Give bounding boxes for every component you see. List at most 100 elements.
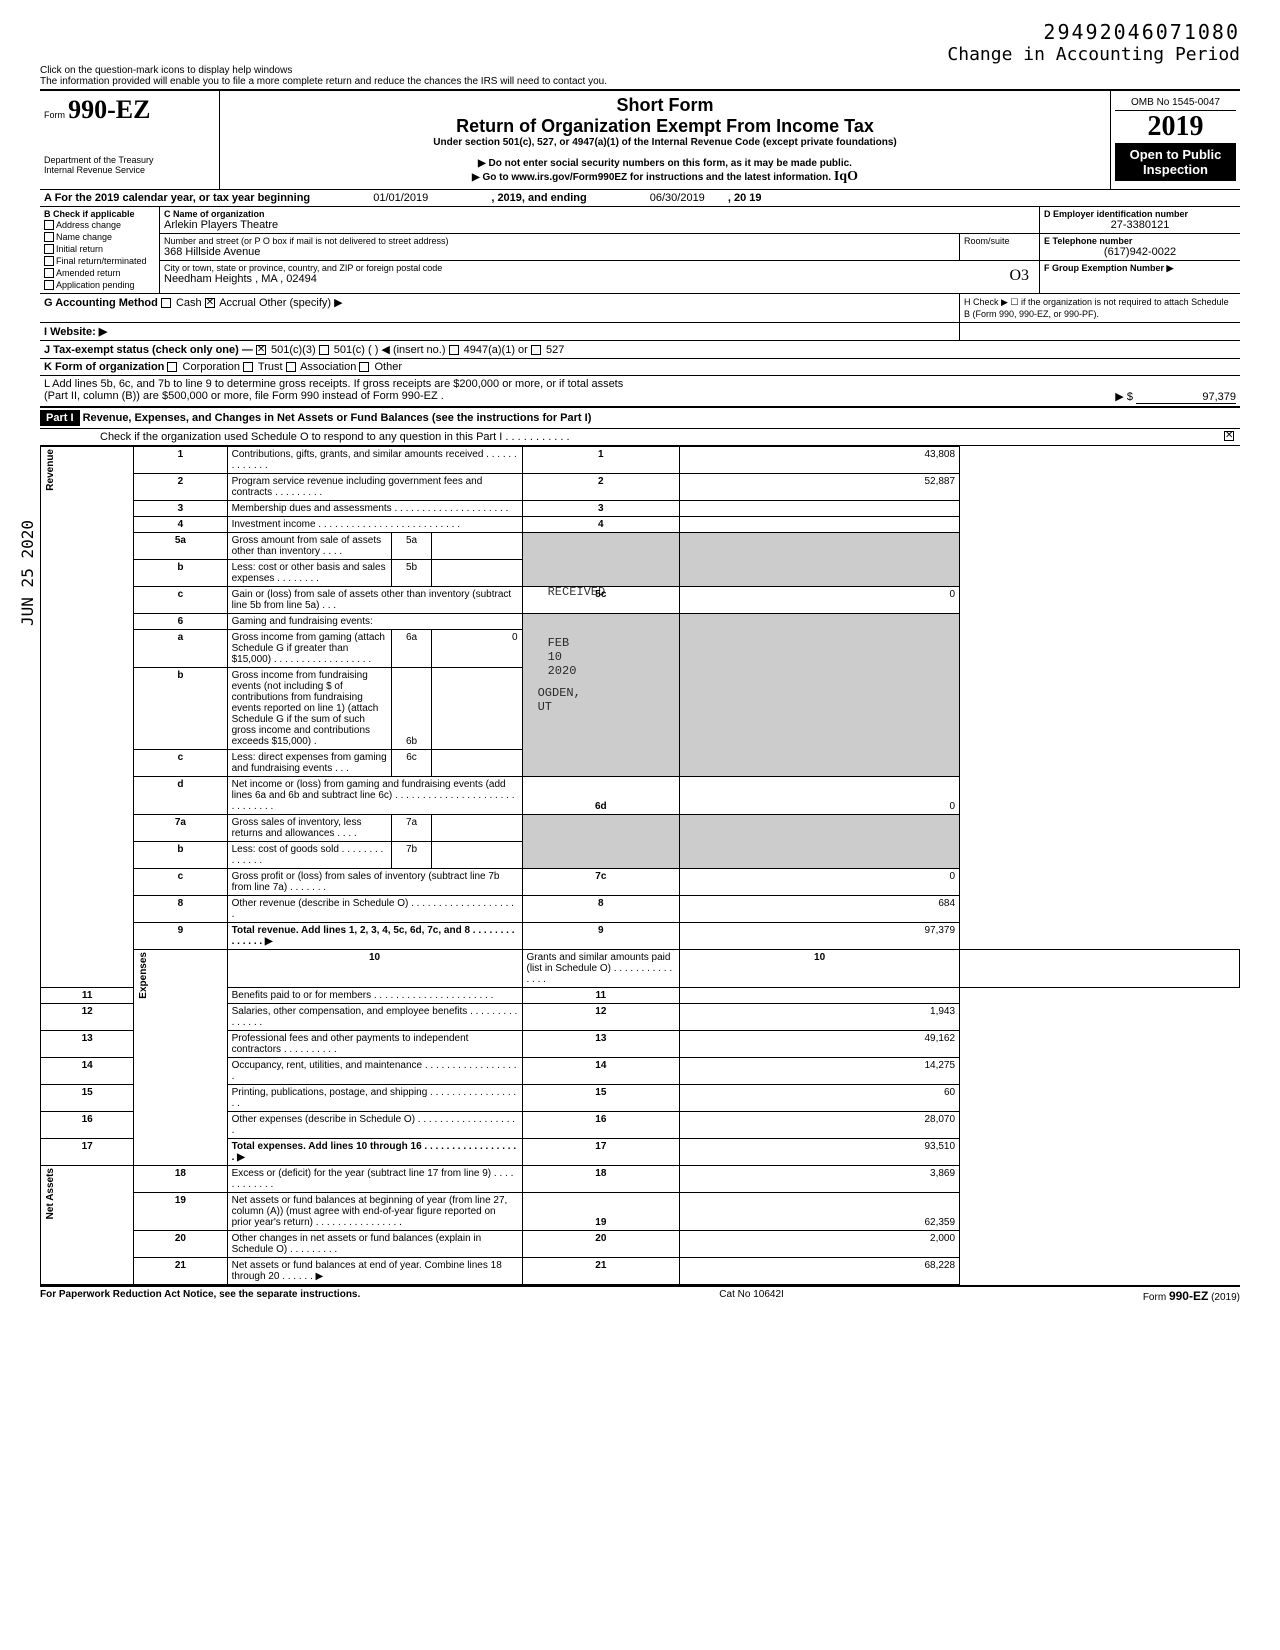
line-21-text: Net assets or fund balances at end of ye… [227,1258,522,1285]
line-5c-text: Gain or (loss) from sale of assets other… [227,587,522,614]
line-a-begin: 01/01/2019 [373,192,428,204]
under-section: Under section 501(c), 527, or 4947(a)(1)… [224,137,1106,148]
g-label: G Accounting Method [44,297,158,309]
j-501c3-check[interactable] [256,345,266,355]
side-date-stamp: JUN 25 2020 [18,520,37,626]
g-other: Other (specify) ▶ [259,297,343,309]
line-7a-mv [432,815,522,841]
line-5c-val: 0 [680,587,960,614]
line-6d-val: 0 [680,777,960,815]
b-opt-3[interactable]: Final return/terminated [44,255,155,267]
line-13-rn: 13 [522,1031,680,1058]
open-public: Open to Public Inspection [1115,143,1236,181]
line-20-rn: 20 [522,1231,680,1258]
f-label: F Group Exemption Number ▶ [1044,263,1236,274]
addr-label: Number and street (or P O box if mail is… [164,236,955,246]
line-16-val: 28,070 [680,1112,960,1139]
line-7c-val: 0 [680,869,960,896]
j-4947-check[interactable] [449,345,459,355]
change-period: Change in Accounting Period [40,44,1240,65]
line-4-rn: 4 [522,517,680,533]
b-opt-5[interactable]: Application pending [44,279,155,291]
line-6a-text: Gross income from gaming (attach Schedul… [228,630,392,667]
irs: Internal Revenue Service [44,165,215,175]
line-2-val: 52,887 [680,474,960,501]
line-21-rn: 21 [522,1258,680,1285]
b-opt-4-label: Amended return [56,268,121,278]
line-13-text: Professional fees and other payments to … [227,1031,522,1058]
b-opt-1[interactable]: Name change [44,231,155,243]
j-501c-check[interactable] [319,345,329,355]
k-corp-check[interactable] [167,362,177,372]
line-18-rn: 18 [522,1166,680,1193]
ein: 27-3380121 [1044,219,1236,231]
c-label: C Name of organization [164,209,1035,219]
b-opt-5-label: Application pending [56,280,135,290]
line-9-text: Total revenue. Add lines 1, 2, 3, 4, 5c,… [227,923,522,950]
line-14-val: 14,275 [680,1058,960,1085]
omb: OMB No 1545-0047 [1115,95,1236,111]
line-3-val [680,501,960,517]
part1-check-text: Check if the organization used Schedule … [100,431,570,443]
line-14-text: Occupancy, rent, utilities, and maintena… [227,1058,522,1085]
line-10-val [960,950,1240,988]
ssn-warning: ▶ Do not enter social security numbers o… [224,158,1106,169]
b-opt-2[interactable]: Initial return [44,243,155,255]
short-form: Short Form [224,95,1106,116]
form-number: 990-EZ [68,95,150,124]
k-trust-check[interactable] [243,362,253,372]
received-stamp-2: FEB 10 2020 [548,636,577,678]
tax-year: 2019 [1115,111,1236,143]
line-14-rn: 14 [522,1058,680,1085]
line-17-val: 93,510 [680,1139,960,1166]
dln: 29492046071080 [40,20,1240,44]
help-line2: The information provided will enable you… [40,76,607,87]
k-label: K Form of organization [44,361,164,373]
k-assoc-check[interactable] [286,362,296,372]
b-label: B Check if applicable [44,209,155,219]
line-15-rn: 15 [522,1085,680,1112]
line-7b-mn: 7b [392,842,432,868]
j-501c: 501(c) ( [334,344,372,356]
footer-right: Form 990-EZ (2019) [1143,1289,1240,1303]
line-17-text: Total expenses. Add lines 10 through 16 … [227,1139,522,1166]
line-15-val: 60 [680,1085,960,1112]
line-6a-mv: 0 [432,630,522,667]
street: 368 Hillside Avenue [164,246,955,258]
org-name: Arlekin Players Theatre [164,219,1035,231]
side-netassets: Net Assets [45,1168,56,1219]
part1-check[interactable] [1224,431,1234,441]
j-527-check[interactable] [531,345,541,355]
line-17-rn: 17 [522,1139,680,1166]
city: Needham Heights , MA , 02494 [164,273,1035,285]
g-accrual-check[interactable] [205,298,215,308]
line-2-text: Program service revenue including govern… [227,474,522,501]
line-6c-mv [432,750,522,776]
line-2-rn: 2 [522,474,680,501]
line-19-val: 62,359 [680,1193,960,1231]
city-label: City or town, state or province, country… [164,263,1035,273]
line-5b-text: Less: cost or other basis and sales expe… [228,560,392,586]
line-7c-rn: 7c [522,869,680,896]
line-4-text: Investment income . . . . . . . . . . . … [227,517,522,533]
line-a-tail: , 20 19 [728,192,762,204]
footer-left: For Paperwork Reduction Act Notice, see … [40,1289,360,1303]
phone: (617)942-0022 [1044,246,1236,258]
k-other-check[interactable] [359,362,369,372]
goto: ▶ Go to www.irs.gov/Form990EZ for instru… [224,169,1106,185]
j-527: 527 [546,344,564,356]
line-7a-mn: 7a [392,815,432,841]
b-opt-0[interactable]: Address change [44,219,155,231]
goto-text: ▶ Go to www.irs.gov/Form990EZ for instru… [472,172,831,183]
g-cash-check[interactable] [161,298,171,308]
line-19-rn: 19 [522,1193,680,1231]
footer-mid: Cat No 10642I [719,1289,784,1303]
line-a-mid: , 2019, and ending [491,192,586,204]
side-expenses: Expenses [138,952,149,999]
line-7b-text: Less: cost of goods sold . . . . . . . .… [228,842,392,868]
line-20-text: Other changes in net assets or fund bala… [227,1231,522,1258]
b-opt-4[interactable]: Amended return [44,267,155,279]
j-insert: ) ◀ (insert no.) [375,344,446,356]
line-16-text: Other expenses (describe in Schedule O) … [227,1112,522,1139]
d-label: D Employer identification number [1044,209,1236,219]
